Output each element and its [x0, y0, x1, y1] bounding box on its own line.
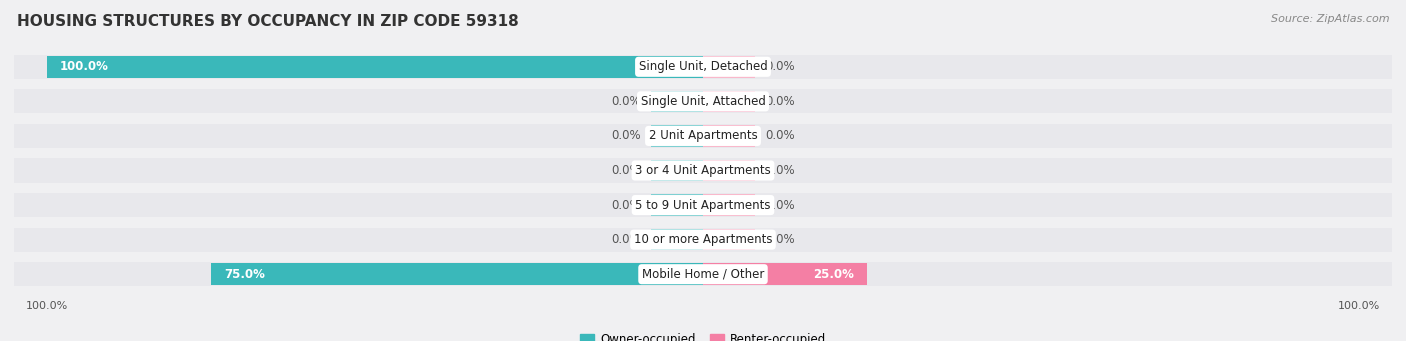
Bar [651, 264, 703, 285]
Text: 0.0%: 0.0% [765, 130, 794, 143]
Bar [651, 125, 703, 147]
Text: HOUSING STRUCTURES BY OCCUPANCY IN ZIP CODE 59318: HOUSING STRUCTURES BY OCCUPANCY IN ZIP C… [17, 14, 519, 29]
Text: 2 Unit Apartments: 2 Unit Apartments [648, 130, 758, 143]
Bar [703, 229, 755, 250]
Bar [703, 125, 755, 147]
Bar [651, 160, 703, 181]
Bar [211, 264, 703, 285]
Text: 75.0%: 75.0% [224, 268, 264, 281]
Bar [651, 56, 703, 77]
Bar [14, 193, 1392, 217]
Bar [14, 55, 1392, 79]
Bar [703, 160, 755, 181]
Text: 0.0%: 0.0% [765, 164, 794, 177]
Text: 0.0%: 0.0% [612, 130, 641, 143]
Bar [703, 56, 755, 77]
Text: 0.0%: 0.0% [612, 233, 641, 246]
Text: 5 to 9 Unit Apartments: 5 to 9 Unit Apartments [636, 198, 770, 211]
Text: 0.0%: 0.0% [612, 95, 641, 108]
Text: 100.0%: 100.0% [60, 60, 108, 73]
Bar [703, 264, 755, 285]
Bar [651, 91, 703, 112]
Text: 10 or more Apartments: 10 or more Apartments [634, 233, 772, 246]
Text: 0.0%: 0.0% [765, 233, 794, 246]
Text: 0.0%: 0.0% [765, 198, 794, 211]
Bar [703, 91, 755, 112]
Bar [703, 194, 755, 216]
Bar [14, 227, 1392, 252]
Text: Single Unit, Detached: Single Unit, Detached [638, 60, 768, 73]
Text: 3 or 4 Unit Apartments: 3 or 4 Unit Apartments [636, 164, 770, 177]
Text: 25.0%: 25.0% [813, 268, 853, 281]
Text: 0.0%: 0.0% [612, 198, 641, 211]
Bar [46, 56, 703, 77]
Bar [14, 124, 1392, 148]
Text: Source: ZipAtlas.com: Source: ZipAtlas.com [1271, 14, 1389, 24]
Text: 0.0%: 0.0% [612, 164, 641, 177]
Text: Single Unit, Attached: Single Unit, Attached [641, 95, 765, 108]
Legend: Owner-occupied, Renter-occupied: Owner-occupied, Renter-occupied [579, 333, 827, 341]
Bar [651, 229, 703, 250]
Bar [651, 194, 703, 216]
Bar [14, 159, 1392, 182]
Bar [14, 262, 1392, 286]
Text: 0.0%: 0.0% [765, 60, 794, 73]
Bar [703, 264, 868, 285]
Text: Mobile Home / Other: Mobile Home / Other [641, 268, 765, 281]
Text: 0.0%: 0.0% [765, 95, 794, 108]
Bar [14, 89, 1392, 114]
